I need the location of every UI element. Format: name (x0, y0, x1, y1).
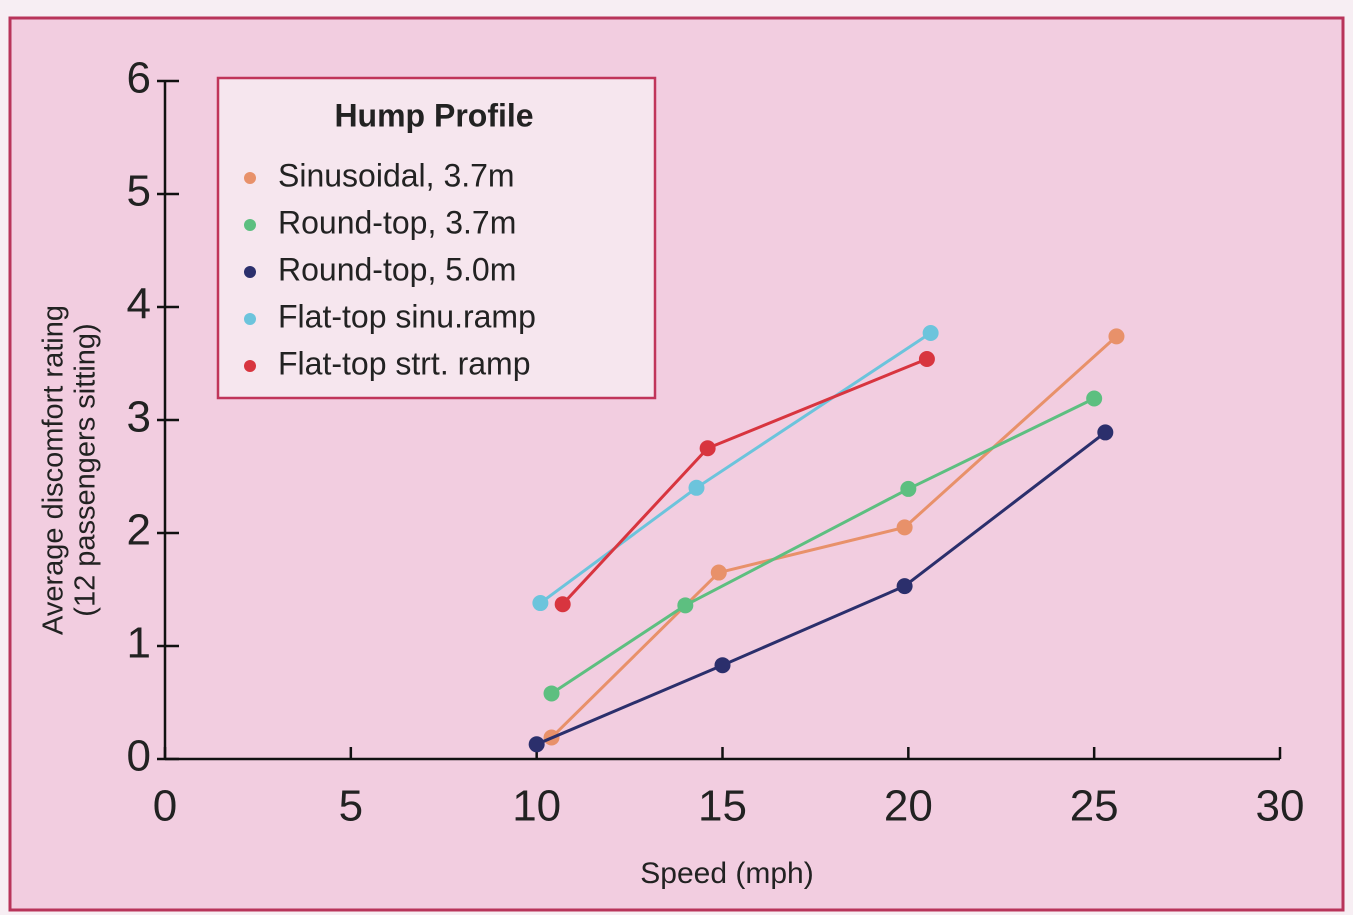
x-tick-label: 5 (339, 782, 363, 831)
x-tick-label: 30 (1256, 782, 1305, 831)
legend-label: Round-top, 3.7m (278, 204, 516, 240)
data-point (677, 597, 694, 614)
x-tick-label: 15 (698, 782, 747, 831)
data-point (543, 685, 560, 702)
legend-marker (244, 172, 256, 184)
data-point (896, 519, 913, 536)
data-point (528, 736, 545, 753)
series-line (550, 397, 1095, 695)
data-point (918, 350, 935, 367)
y-tick-label: 6 (127, 54, 151, 103)
x-tick-label: 10 (512, 782, 561, 831)
y-tick-label: 1 (127, 619, 151, 668)
legend-marker (244, 313, 256, 325)
data-point (554, 596, 571, 613)
data-point (896, 578, 913, 595)
y-tick-label: 5 (127, 167, 151, 216)
x-tick-label: 0 (153, 782, 177, 831)
legend: Hump Profile Sinusoidal, 3.7m Round-top, 3… (216, 76, 657, 400)
y-tick-label: 3 (127, 393, 151, 442)
y-axis-label: Average discomfort rating (12 passengers… (38, 305, 102, 635)
y-tick-label: 2 (127, 506, 151, 555)
legend-box (216, 76, 657, 400)
x-axis-label: Speed (mph) (640, 857, 813, 890)
data-point (900, 480, 917, 497)
legend-label: Flat-top strt. ramp (278, 345, 531, 381)
data-point (1097, 424, 1114, 441)
data-point (532, 595, 549, 612)
legend-marker (244, 360, 256, 372)
data-point (710, 564, 727, 581)
data-point (1086, 390, 1103, 407)
y-tick-label: 0 (127, 732, 151, 781)
data-point (714, 657, 731, 674)
data-point (688, 479, 705, 496)
y-axis-label-line: Average discomfort rating (38, 305, 70, 635)
x-tick-label: 25 (1070, 782, 1119, 831)
legend-marker (244, 266, 256, 278)
series-line (536, 431, 1107, 746)
legend-title: Hump Profile (334, 97, 533, 133)
data-point (922, 324, 939, 341)
legend-label: Round-top, 5.0m (278, 251, 516, 287)
legend-label: Sinusoidal, 3.7m (278, 157, 515, 193)
legend-label: Flat-top sinu.ramp (278, 298, 536, 334)
y-tick-label: 4 (127, 280, 151, 329)
plot-background (8, 16, 1345, 912)
series-line (550, 335, 1118, 739)
x-tick-label: 20 (884, 782, 933, 831)
legend-marker (244, 219, 256, 231)
data-point (699, 440, 716, 457)
y-axis-label-line: (12 passengers sitting) (70, 323, 102, 616)
data-point (1108, 328, 1125, 345)
